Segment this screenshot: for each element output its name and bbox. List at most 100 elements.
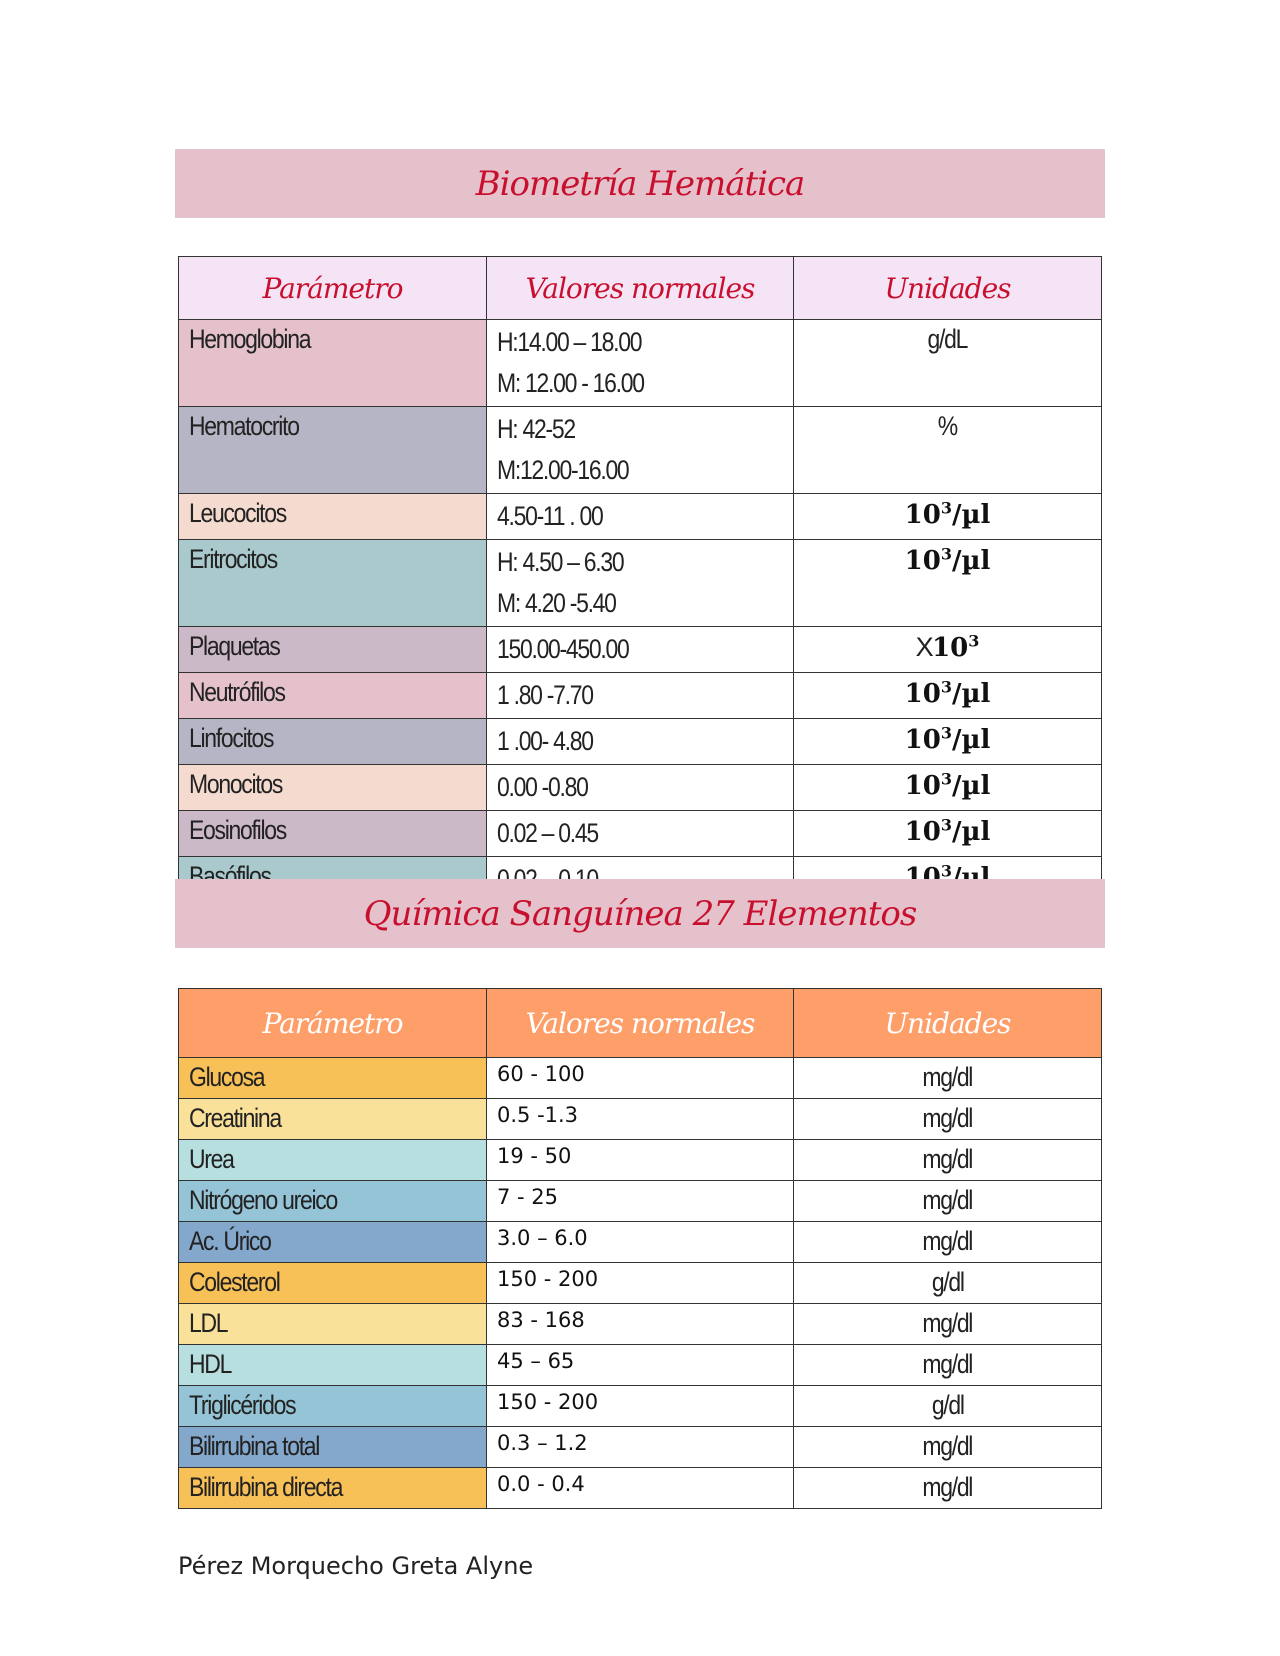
value-cell: H: 4.50 – 6.30 M: 4.20 -5.40 [486, 539, 794, 627]
value-text: 19 - 50 [497, 1144, 572, 1168]
param-cell: LDL [178, 1303, 487, 1345]
unit-cell: g/dl [793, 1262, 1102, 1304]
unit-text: 103/µl [905, 769, 991, 801]
param-name: Eritrocitos [189, 544, 278, 574]
header-valores: Valores normales [486, 256, 794, 320]
unit-cell: X 103 [793, 626, 1102, 673]
value-line: M:12.00-16.00 [497, 452, 793, 493]
value-text: H: 42-52 [497, 414, 576, 444]
value-text: 4.50-11 . 00 [497, 501, 604, 531]
unit-cell: mg/dl [793, 1098, 1102, 1140]
unit-text: mg/dl [922, 1185, 974, 1215]
unit-tail: /µl [951, 499, 991, 530]
unit-text: mg/dl [922, 1431, 974, 1461]
value-cell: 150.00-450.00 [486, 626, 794, 673]
unit-exponent: 3 [940, 677, 952, 696]
value-text: 3.0 – 6.0 [497, 1226, 588, 1250]
param-cell: Creatinina [178, 1098, 487, 1140]
unit-tail: /µl [951, 678, 991, 709]
value-line: H: 42-52 [497, 411, 793, 452]
value-text: 1 .80 -7.70 [497, 680, 594, 710]
header-valores: Valores normales [486, 988, 794, 1058]
unit-cell: g/dl [793, 1385, 1102, 1427]
value-text: H: 4.50 – 6.30 [497, 547, 625, 577]
value-line: 1 .00- 4.80 [497, 723, 793, 764]
unit-text: 103/µl [904, 723, 991, 755]
unit-base: 10 [904, 724, 941, 755]
param-name: Glucosa [189, 1062, 266, 1092]
table-row: Eosinofilos 0.02 – 0.45 103/µl [178, 810, 1102, 857]
unit-cell: mg/dl [793, 1344, 1102, 1386]
unit-text: X 103 [916, 631, 980, 663]
param-cell: Monocitos [178, 764, 487, 811]
unit-cell: 103/µl [793, 718, 1102, 765]
table-row: Nitrógeno ureico 7 - 25 mg/dl [178, 1180, 1102, 1222]
unit-text: 103/µl [905, 815, 991, 847]
unit-text: 103/µl [905, 677, 991, 709]
param-cell: Glucosa [178, 1057, 487, 1099]
value-cell: 0.02 – 0.45 [486, 810, 794, 857]
value-cell: 0.00 -0.80 [486, 764, 794, 811]
param-cell: Colesterol [178, 1262, 487, 1304]
value-text: 0.02 – 0.45 [497, 818, 599, 848]
value-text: 60 - 100 [497, 1062, 585, 1086]
header-parametro: Parámetro [178, 256, 487, 320]
param-name: Hematocrito [189, 411, 300, 441]
unit-cell: 103/µl [793, 672, 1102, 719]
param-name: Triglicéridos [189, 1390, 297, 1420]
param-name: Linfocitos [189, 723, 274, 753]
table-row: Eritrocitos H: 4.50 – 6.30 M: 4.20 -5.40 10… [178, 539, 1102, 627]
unit-cell: % [793, 406, 1102, 494]
value-cell: 0.5 -1.3 [486, 1098, 794, 1140]
value-text: 83 - 168 [497, 1308, 585, 1332]
param-cell: Triglicéridos [178, 1385, 487, 1427]
param-cell: Linfocitos [178, 718, 487, 765]
param-name: Monocitos [189, 769, 283, 799]
value-cell: 3.0 – 6.0 [486, 1221, 794, 1263]
param-cell: Plaquetas [178, 626, 487, 673]
unit-text: mg/dl [922, 1226, 974, 1256]
param-cell: Leucocitos [178, 493, 487, 540]
unit-cell: 103/µl [793, 810, 1102, 857]
value-line: 4.50-11 . 00 [497, 498, 793, 539]
unit-exponent: 3 [968, 631, 980, 650]
section-title: Química Sanguínea 27 Elementos [363, 893, 918, 934]
unit-tail: /µl [951, 816, 991, 847]
value-line: 150.00-450.00 [497, 631, 793, 672]
value-text: 0.5 -1.3 [497, 1103, 579, 1127]
unit-cell: 103/µl [793, 764, 1102, 811]
param-name: Neutrófilos [189, 677, 286, 707]
param-cell: Eosinofilos [178, 810, 487, 857]
table-row: Bilirrubina total 0.3 – 1.2 mg/dl [178, 1426, 1102, 1468]
header-unidades: Unidades [793, 256, 1102, 320]
author-name: Pérez Morquecho Greta Alyne [178, 1552, 534, 1580]
unit-cell: 103/µl [793, 539, 1102, 627]
table-row: Bilirrubina directa 0.0 - 0.4 mg/dl [178, 1467, 1102, 1509]
param-cell: Neutrófilos [178, 672, 487, 719]
unit-base: 10 [904, 545, 941, 576]
param-name: Eosinofilos [189, 815, 287, 845]
unit-text: 103/µl [904, 544, 991, 576]
unit-text: mg/dl [922, 1349, 974, 1379]
value-line: 0.00 -0.80 [497, 769, 793, 810]
value-line: 0.02 – 0.45 [497, 815, 793, 856]
value-text: H:14.00 – 18.00 [497, 327, 642, 357]
param-cell: Bilirrubina total [178, 1426, 487, 1468]
table-row: Ac. Úrico 3.0 – 6.0 mg/dl [178, 1221, 1102, 1263]
value-cell: 19 - 50 [486, 1139, 794, 1181]
value-text: M: 4.20 -5.40 [497, 588, 617, 618]
param-name: HDL [189, 1349, 232, 1379]
unit-exponent: 3 [940, 723, 952, 742]
table-row: Creatinina 0.5 -1.3 mg/dl [178, 1098, 1102, 1140]
value-cell: 1 .00- 4.80 [486, 718, 794, 765]
value-cell: 45 – 65 [486, 1344, 794, 1386]
table-header-row: Parámetro Valores normales Unidades [178, 988, 1102, 1058]
param-name: Leucocitos [189, 498, 287, 528]
value-text: 0.3 – 1.2 [497, 1431, 588, 1455]
param-name: LDL [189, 1308, 229, 1338]
unit-exponent: 3 [940, 498, 952, 517]
unit-cell: g/dL [793, 319, 1102, 407]
table-header-row: Parámetro Valores normales Unidades [178, 256, 1102, 320]
param-name: Bilirrubina total [189, 1431, 320, 1461]
value-cell: H: 42-52 M:12.00-16.00 [486, 406, 794, 494]
